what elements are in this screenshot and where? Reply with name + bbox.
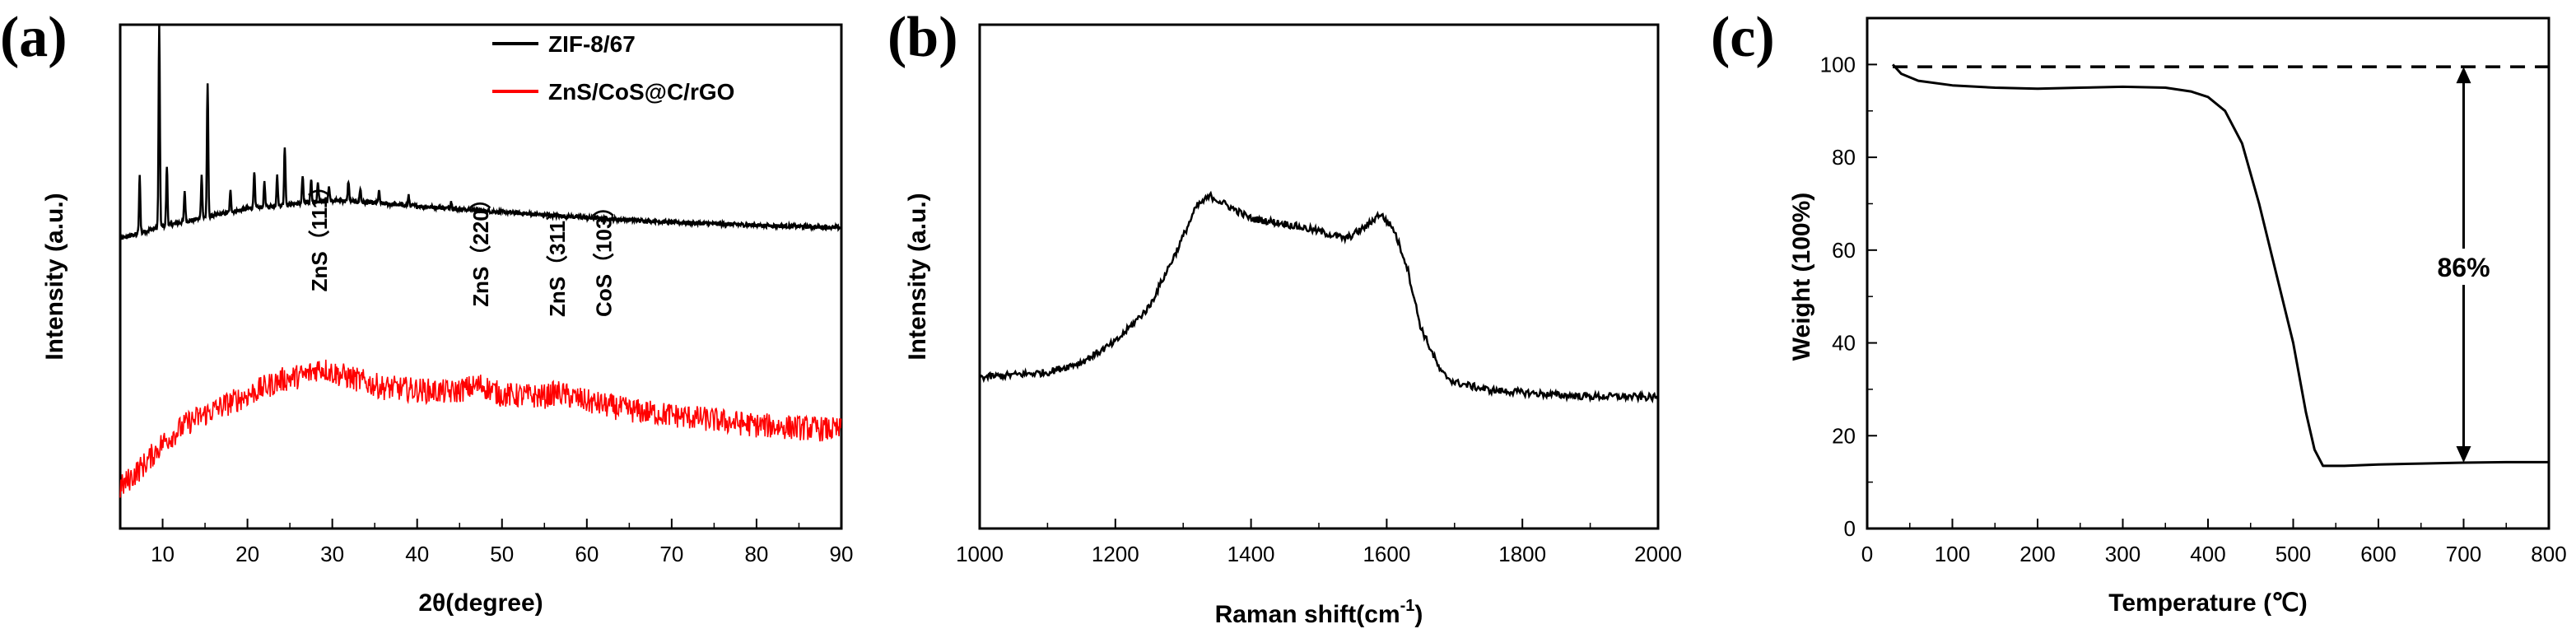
y-tick-label: 100 bbox=[1820, 52, 1856, 77]
x-ticks-b: 1000 1200 1400 1600 1800 2000 bbox=[956, 519, 1682, 566]
y-axis-title-a: Intensity (a.u.) bbox=[41, 193, 68, 360]
peak-annotations-a: ZnS（111） ZnS（220） ZnS（311） CoS（103） bbox=[307, 175, 616, 317]
x-tick-label: 300 bbox=[2105, 542, 2140, 566]
plot-frame-b bbox=[978, 23, 1660, 530]
y-axis-title-c: Weight (100%) bbox=[1788, 193, 1815, 361]
arrow-head-up-icon bbox=[2456, 67, 2471, 84]
x-tick-label: 600 bbox=[2360, 542, 2396, 566]
series-group-b bbox=[978, 190, 1659, 404]
series-line-zif bbox=[119, 26, 843, 244]
x-tick-label: 2000 bbox=[1634, 542, 1682, 566]
x-tick-label: 1800 bbox=[1498, 542, 1546, 566]
arrow-head-down-icon bbox=[2456, 445, 2471, 463]
x-tick-label: 1600 bbox=[1363, 542, 1410, 566]
x-axis-title-b-end: ) bbox=[1414, 601, 1423, 628]
panel-a: (a) 10 20 30 40 50 60 70 80 90 ZnS（111） ZnS（220） Z… bbox=[0, 6, 853, 617]
raman-spectrum-line bbox=[978, 190, 1659, 404]
x-axis-title-b-superscript: -1 bbox=[1400, 597, 1415, 615]
x-tick-label: 70 bbox=[659, 542, 683, 566]
peak-annotation: CoS（103） bbox=[591, 196, 616, 317]
x-tick-label: 50 bbox=[490, 542, 514, 566]
y-tick-label: 40 bbox=[1832, 331, 1856, 356]
x-tick-label: 800 bbox=[2531, 542, 2566, 566]
x-tick-label: 40 bbox=[405, 542, 429, 566]
peak-annotation: ZnS（311） bbox=[545, 199, 570, 317]
panel-b: (b) 1000 1200 1400 1600 1800 2000 Raman shift… bbox=[887, 6, 1682, 628]
y-tick-label: 20 bbox=[1832, 423, 1856, 448]
axis-ticks-c: 0 100 200 300 400 500 600 700 800 0 20 40 60 80 100 bbox=[1820, 52, 2567, 566]
x-tick-label: 500 bbox=[2276, 542, 2311, 566]
panel-label-c: (c) bbox=[1711, 6, 1775, 69]
x-tick-label: 1000 bbox=[956, 542, 1004, 566]
y-axis-title-b: Intensity (a.u.) bbox=[904, 193, 931, 360]
weight-loss-label: 86% bbox=[2437, 253, 2490, 282]
peak-annotation: ZnS（111） bbox=[307, 175, 332, 292]
x-tick-label: 10 bbox=[151, 542, 175, 566]
x-tick-label: 90 bbox=[830, 542, 854, 566]
x-axis-title-a: 2θ(degree) bbox=[418, 589, 543, 617]
x-tick-label: 1400 bbox=[1227, 542, 1275, 566]
x-axis-title-b: Raman shift(cm-1) bbox=[1215, 597, 1423, 628]
x-tick-label: 80 bbox=[744, 542, 768, 566]
panel-label-a: (a) bbox=[0, 6, 68, 69]
tga-curve-line bbox=[1891, 63, 2549, 468]
x-tick-label: 20 bbox=[235, 542, 259, 566]
x-tick-label: 100 bbox=[1935, 542, 1970, 566]
x-tick-label: 30 bbox=[320, 542, 344, 566]
series-line-composite bbox=[119, 359, 842, 498]
x-ticks-a: 10 20 30 40 50 60 70 80 90 bbox=[119, 519, 854, 566]
legend-label-composite: ZnS/CoS@C/rGO bbox=[548, 79, 734, 105]
x-tick-label: 700 bbox=[2446, 542, 2481, 566]
x-tick-label: 400 bbox=[2190, 542, 2225, 566]
y-tick-label: 80 bbox=[1832, 145, 1856, 170]
x-tick-label: 1200 bbox=[1092, 542, 1139, 566]
panel-label-b: (b) bbox=[887, 6, 958, 69]
y-tick-label: 0 bbox=[1844, 516, 1856, 541]
x-axis-title-c: Temperature (℃) bbox=[2108, 589, 2308, 617]
x-tick-label: 0 bbox=[1861, 542, 1873, 566]
legend-a: ZIF-8/67 ZnS/CoS@C/rGO bbox=[492, 31, 734, 105]
x-tick-label: 200 bbox=[2019, 542, 2055, 566]
series-group-c bbox=[1891, 63, 2549, 468]
x-tick-label: 60 bbox=[575, 542, 599, 566]
legend-label-zif: ZIF-8/67 bbox=[548, 31, 636, 57]
x-axis-title-b-main: Raman shift(cm bbox=[1215, 601, 1400, 628]
panel-c: (c) 0 100 200 300 400 500 600 700 800 0 20 40 60 80 10… bbox=[1711, 6, 2567, 617]
series-group-a bbox=[119, 26, 843, 498]
y-tick-label: 60 bbox=[1832, 238, 1856, 263]
annotations-c bbox=[1893, 65, 2549, 463]
peak-annotation: ZnS（220） bbox=[468, 188, 493, 307]
plot-frame-a bbox=[119, 23, 843, 530]
weight-loss-label-background bbox=[2425, 249, 2502, 285]
